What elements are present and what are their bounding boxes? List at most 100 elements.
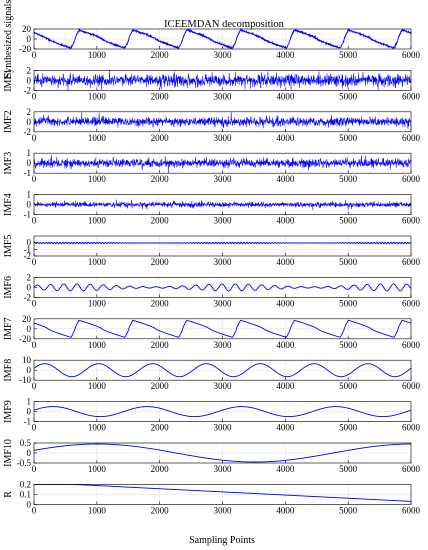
x-tick-label: 3000 bbox=[214, 298, 233, 308]
y-tick-label: 0 bbox=[27, 75, 32, 85]
x-tick-label: 4000 bbox=[276, 257, 295, 267]
x-tick-label: 4000 bbox=[276, 464, 295, 474]
x-tick-label: 4000 bbox=[276, 216, 295, 226]
y-axis-label: IMF8 bbox=[3, 359, 14, 382]
y-axis-label: IMF6 bbox=[3, 276, 14, 299]
x-tick-label: 3000 bbox=[214, 133, 233, 143]
panels-group: 200-200 1000 2000 3000 4000 5000 6000Synthesiz… bbox=[3, 0, 421, 515]
x-tick-label: 6000 bbox=[402, 216, 421, 226]
x-tick-label: 6000 bbox=[402, 298, 421, 308]
x-tick-label: 0 bbox=[32, 381, 37, 391]
x-tick-label: 6000 bbox=[402, 50, 421, 60]
x-tick-label: 5000 bbox=[339, 174, 358, 184]
x-tick-label: 2000 bbox=[151, 464, 170, 474]
x-tick-label: 6000 bbox=[402, 174, 421, 184]
y-axis-label: R bbox=[3, 491, 14, 498]
x-tick-label: 0 bbox=[32, 423, 37, 433]
x-tick-label: 3000 bbox=[214, 505, 233, 515]
x-tick-label: 6000 bbox=[402, 423, 421, 433]
x-tick-label: 0 bbox=[32, 257, 37, 267]
x-tick-label: 2000 bbox=[151, 423, 170, 433]
x-tick-label: 5000 bbox=[339, 216, 358, 226]
series-line bbox=[33, 70, 412, 91]
x-tick-label: 6000 bbox=[402, 91, 421, 101]
x-tick-label: 0 bbox=[32, 505, 37, 515]
y-tick-label: 1 bbox=[27, 148, 32, 158]
x-tick-label: 2000 bbox=[151, 298, 170, 308]
x-tick-label: 2000 bbox=[151, 340, 170, 350]
y-axis-label: IMF9 bbox=[3, 400, 14, 423]
x-tick-label: 1000 bbox=[88, 298, 107, 308]
y-tick-label: 0 bbox=[27, 499, 32, 509]
x-tick-label: 0 bbox=[32, 216, 37, 226]
y-axis-label: IMF2 bbox=[3, 110, 14, 133]
y-tick-label: -0.5 bbox=[17, 458, 32, 468]
y-tick-label: -1 bbox=[24, 210, 32, 220]
series-line bbox=[33, 199, 412, 211]
y-tick-label: -20 bbox=[19, 334, 31, 344]
x-tick-label: 5000 bbox=[339, 50, 358, 60]
x-tick-label: 5000 bbox=[339, 505, 358, 515]
y-tick-label: 2 bbox=[27, 107, 32, 117]
y-tick-label: 0 bbox=[27, 324, 32, 334]
x-tick-label: 6000 bbox=[402, 340, 421, 350]
series-line bbox=[33, 406, 412, 418]
y-tick-label: -10 bbox=[19, 375, 31, 385]
series-line bbox=[33, 283, 412, 292]
x-tick-label: 4000 bbox=[276, 505, 295, 515]
x-tick-label: 3000 bbox=[214, 381, 233, 391]
y-tick-label: 0 bbox=[27, 34, 32, 44]
y-axis-label: IMF7 bbox=[3, 317, 14, 340]
x-tick-label: 2000 bbox=[151, 257, 170, 267]
x-tick-label: 3000 bbox=[214, 216, 233, 226]
x-tick-label: 2000 bbox=[151, 381, 170, 391]
y-tick-label: 1 bbox=[27, 397, 32, 407]
x-tick-label: 4000 bbox=[276, 340, 295, 350]
y-tick-label: -1 bbox=[24, 244, 32, 254]
chart-title: ICEEMDAN decomposition bbox=[164, 19, 285, 30]
x-tick-label: 6000 bbox=[402, 505, 421, 515]
y-tick-label: 20 bbox=[22, 24, 32, 34]
y-tick-label: 0 bbox=[27, 117, 32, 127]
x-tick-label: 3000 bbox=[214, 423, 233, 433]
x-tick-label: 3000 bbox=[214, 464, 233, 474]
x-tick-label: 2000 bbox=[151, 50, 170, 60]
x-tick-label: 2000 bbox=[151, 216, 170, 226]
y-tick-label: 1 bbox=[27, 190, 32, 200]
y-tick-label: 0 bbox=[27, 282, 32, 292]
x-tick-label: 1000 bbox=[88, 464, 107, 474]
y-axis-label: IMF4 bbox=[3, 193, 14, 216]
y-tick-label: 0.5 bbox=[20, 438, 32, 448]
x-tick-label: 5000 bbox=[339, 381, 358, 391]
x-tick-label: 4000 bbox=[276, 91, 295, 101]
y-tick-label: 0.2 bbox=[20, 479, 31, 489]
x-tick-label: 1000 bbox=[88, 50, 107, 60]
x-tick-label: 2000 bbox=[151, 505, 170, 515]
y-tick-label: 2 bbox=[27, 65, 32, 75]
series-line bbox=[33, 241, 412, 245]
series-line bbox=[33, 363, 412, 378]
y-tick-label: -1 bbox=[24, 168, 32, 178]
x-tick-label: 4000 bbox=[276, 381, 295, 391]
x-tick-label: 0 bbox=[32, 174, 37, 184]
x-tick-label: 5000 bbox=[339, 298, 358, 308]
x-tick-label: 1000 bbox=[88, 91, 107, 101]
series-line bbox=[33, 319, 412, 338]
y-tick-label: 0.1 bbox=[20, 489, 31, 499]
x-tick-label: 5000 bbox=[339, 464, 358, 474]
x-tick-label: 0 bbox=[32, 464, 37, 474]
x-tick-label: 4000 bbox=[276, 133, 295, 143]
x-tick-label: 4000 bbox=[276, 298, 295, 308]
x-tick-label: 5000 bbox=[339, 340, 358, 350]
panel-1: 200-200 1000 2000 3000 4000 5000 6000Synthesiz… bbox=[3, 0, 421, 78]
x-tick-label: 4000 bbox=[276, 174, 295, 184]
x-tick-label: 0 bbox=[32, 91, 37, 101]
y-tick-label: -2 bbox=[24, 251, 32, 261]
